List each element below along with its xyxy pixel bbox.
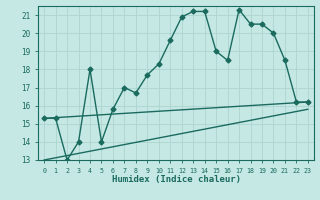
X-axis label: Humidex (Indice chaleur): Humidex (Indice chaleur) [111, 175, 241, 184]
